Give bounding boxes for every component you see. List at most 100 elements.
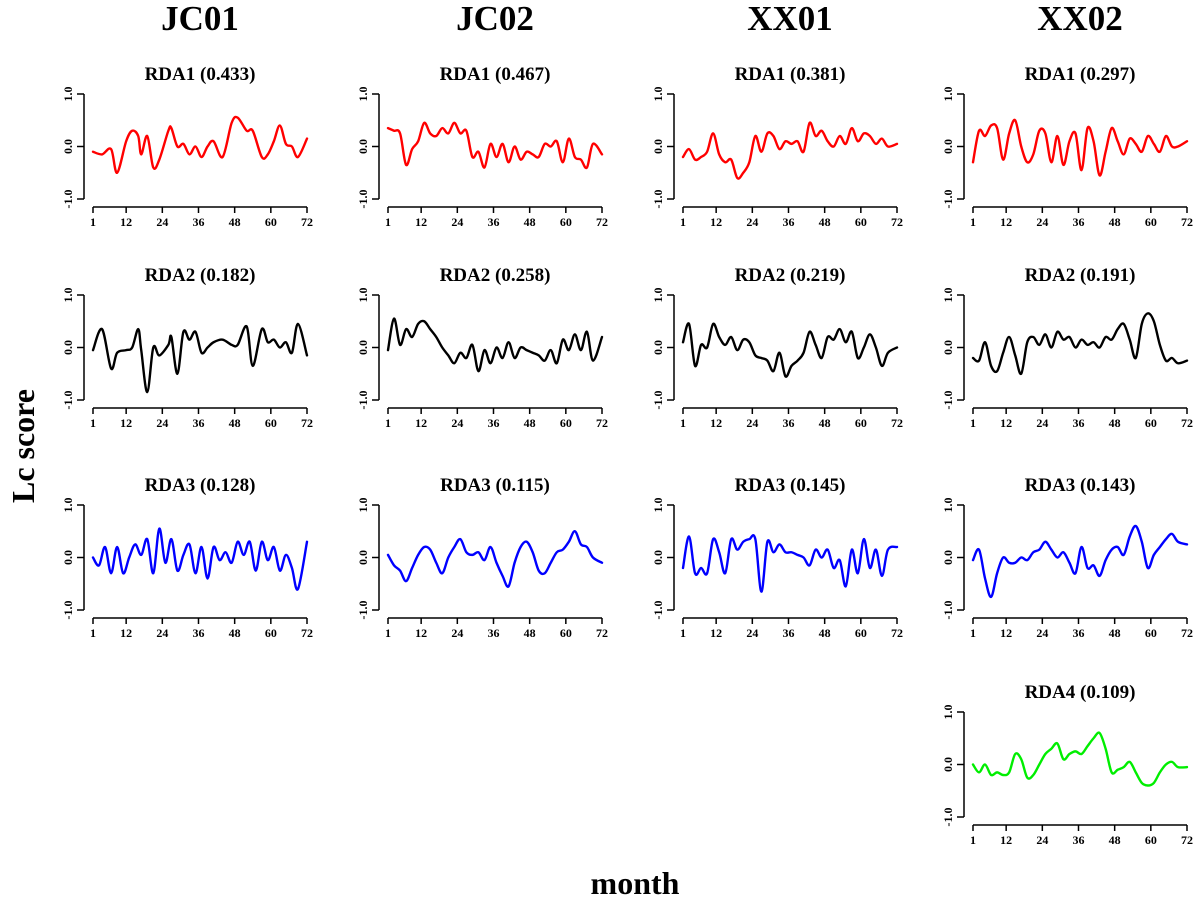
x-tick-label: 12 xyxy=(120,215,132,229)
x-tick-label: 12 xyxy=(710,215,722,229)
x-tick-label: 24 xyxy=(156,416,168,430)
series-line-rda1 xyxy=(386,121,604,170)
x-tick-label: 24 xyxy=(1036,416,1048,430)
y-tick-label: -1.0 xyxy=(941,808,955,827)
panel-xx02-rda2: RDA2 (0.191) -1.0 0.0 1.0 1 12 24 36 48 60 72 xyxy=(941,265,1193,430)
y-tick-label: 0.0 xyxy=(356,340,370,355)
x-tick-label: 72 xyxy=(1181,416,1193,430)
panel-jc02-rda2: RDA2 (0.258) -1.0 0.0 1.0 1 12 24 36 48 60 72 xyxy=(356,265,608,430)
y-tick-label: 1.0 xyxy=(651,288,665,303)
x-tick-label: 1 xyxy=(90,626,96,640)
y-tick-label: 1.0 xyxy=(941,87,955,102)
x-tick-label: 12 xyxy=(415,416,427,430)
y-tick-label: 1.0 xyxy=(356,498,370,513)
x-tick-label: 1 xyxy=(970,215,976,229)
y-axis-title: Lc score xyxy=(5,389,41,503)
x-tick-label: 36 xyxy=(487,626,499,640)
x-tick-label: 72 xyxy=(891,416,903,430)
x-tick-label: 24 xyxy=(156,215,168,229)
x-tick-label: 60 xyxy=(855,416,867,430)
x-tick-label: 60 xyxy=(560,215,572,229)
x-tick-label: 24 xyxy=(746,626,758,640)
x-tick-label: 60 xyxy=(265,416,277,430)
x-tick-label: 1 xyxy=(680,626,686,640)
x-tick-label: 72 xyxy=(1181,215,1193,229)
panel-xx01-rda3: RDA3 (0.145) -1.0 0.0 1.0 1 12 24 36 48 60 72 xyxy=(651,475,903,640)
x-tick-label: 1 xyxy=(385,215,391,229)
panel-jc01-rda1: RDA1 (0.433) -1.0 0.0 1.0 1 12 24 36 48 60 72 xyxy=(61,64,313,229)
x-tick-label: 48 xyxy=(524,215,536,229)
panel-title: RDA1 (0.381) xyxy=(735,64,846,85)
x-tick-label: 48 xyxy=(1109,416,1121,430)
x-tick-label: 72 xyxy=(891,626,903,640)
x-tick-label: 36 xyxy=(782,626,794,640)
site-title-xx02: XX02 xyxy=(1037,0,1123,38)
series-line-rda3 xyxy=(386,530,604,588)
panel-title: RDA1 (0.433) xyxy=(145,64,256,85)
x-tick-label: 1 xyxy=(970,416,976,430)
x-tick-label: 48 xyxy=(229,416,241,430)
x-tick-label: 48 xyxy=(1109,833,1121,847)
x-tick-label: 60 xyxy=(1145,626,1157,640)
panel-title: RDA3 (0.115) xyxy=(440,475,550,496)
x-tick-label: 36 xyxy=(1072,833,1084,847)
x-tick-label: 24 xyxy=(1036,215,1048,229)
x-tick-label: 1 xyxy=(90,215,96,229)
x-tick-label: 12 xyxy=(120,626,132,640)
x-tick-label: 36 xyxy=(487,416,499,430)
series-line-rda2 xyxy=(91,322,309,394)
panel-jc02-rda3: RDA3 (0.115) -1.0 0.0 1.0 1 12 24 36 48 60 72 xyxy=(356,475,608,640)
y-tick-label: 0.0 xyxy=(61,340,75,355)
y-tick-label: 1.0 xyxy=(61,288,75,303)
x-tick-label: 24 xyxy=(1036,626,1048,640)
x-tick-label: 1 xyxy=(970,626,976,640)
panel-xx02-rda4: RDA4 (0.109) -1.0 0.0 1.0 1 12 24 36 48 60 72 xyxy=(941,682,1193,847)
y-tick-label: 1.0 xyxy=(651,498,665,513)
x-tick-label: 60 xyxy=(1145,215,1157,229)
x-tick-label: 24 xyxy=(156,626,168,640)
x-tick-label: 24 xyxy=(746,416,758,430)
panel-title: RDA4 (0.109) xyxy=(1025,682,1136,703)
panel-title: RDA2 (0.258) xyxy=(440,265,551,286)
x-tick-label: 72 xyxy=(1181,833,1193,847)
y-tick-label: -1.0 xyxy=(941,601,955,620)
panel-title: RDA1 (0.467) xyxy=(440,64,551,85)
y-tick-label: -1.0 xyxy=(61,190,75,209)
x-tick-label: 48 xyxy=(1109,626,1121,640)
x-tick-label: 72 xyxy=(301,416,313,430)
x-tick-label: 48 xyxy=(524,416,536,430)
y-tick-label: 0.0 xyxy=(941,757,955,772)
panel-xx02-rda1: RDA1 (0.297) -1.0 0.0 1.0 1 12 24 36 48 60 72 xyxy=(941,64,1193,229)
panel-xx01-rda1: RDA1 (0.381) -1.0 0.0 1.0 1 12 24 36 48 60 72 xyxy=(651,64,903,229)
x-tick-label: 48 xyxy=(524,626,536,640)
y-tick-label: 1.0 xyxy=(356,87,370,102)
x-tick-label: 60 xyxy=(1145,416,1157,430)
x-tick-label: 36 xyxy=(782,215,794,229)
panel-title: RDA2 (0.182) xyxy=(145,265,256,286)
x-tick-label: 1 xyxy=(385,416,391,430)
y-tick-label: 0.0 xyxy=(61,550,75,565)
panel-title: RDA3 (0.143) xyxy=(1025,475,1136,496)
series-line-rda2 xyxy=(386,317,604,373)
panel-xx02-rda3: RDA3 (0.143) -1.0 0.0 1.0 1 12 24 36 48 60 72 xyxy=(941,475,1193,640)
x-tick-label: 48 xyxy=(229,626,241,640)
series-line-rda2 xyxy=(971,312,1189,376)
y-tick-label: 1.0 xyxy=(61,498,75,513)
x-tick-label: 48 xyxy=(229,215,241,229)
panel-title: RDA1 (0.297) xyxy=(1025,64,1136,85)
y-tick-label: -1.0 xyxy=(651,391,665,410)
y-tick-label: 0.0 xyxy=(941,340,955,355)
x-tick-label: 60 xyxy=(560,626,572,640)
x-tick-label: 72 xyxy=(301,626,313,640)
x-tick-label: 36 xyxy=(487,215,499,229)
x-tick-label: 72 xyxy=(301,215,313,229)
y-tick-label: 1.0 xyxy=(941,498,955,513)
x-tick-label: 1 xyxy=(385,626,391,640)
x-tick-label: 36 xyxy=(192,626,204,640)
site-title-jc02: JC02 xyxy=(456,0,534,38)
x-tick-label: 48 xyxy=(819,626,831,640)
x-tick-label: 60 xyxy=(560,416,572,430)
y-tick-label: 0.0 xyxy=(651,550,665,565)
x-tick-label: 72 xyxy=(596,215,608,229)
